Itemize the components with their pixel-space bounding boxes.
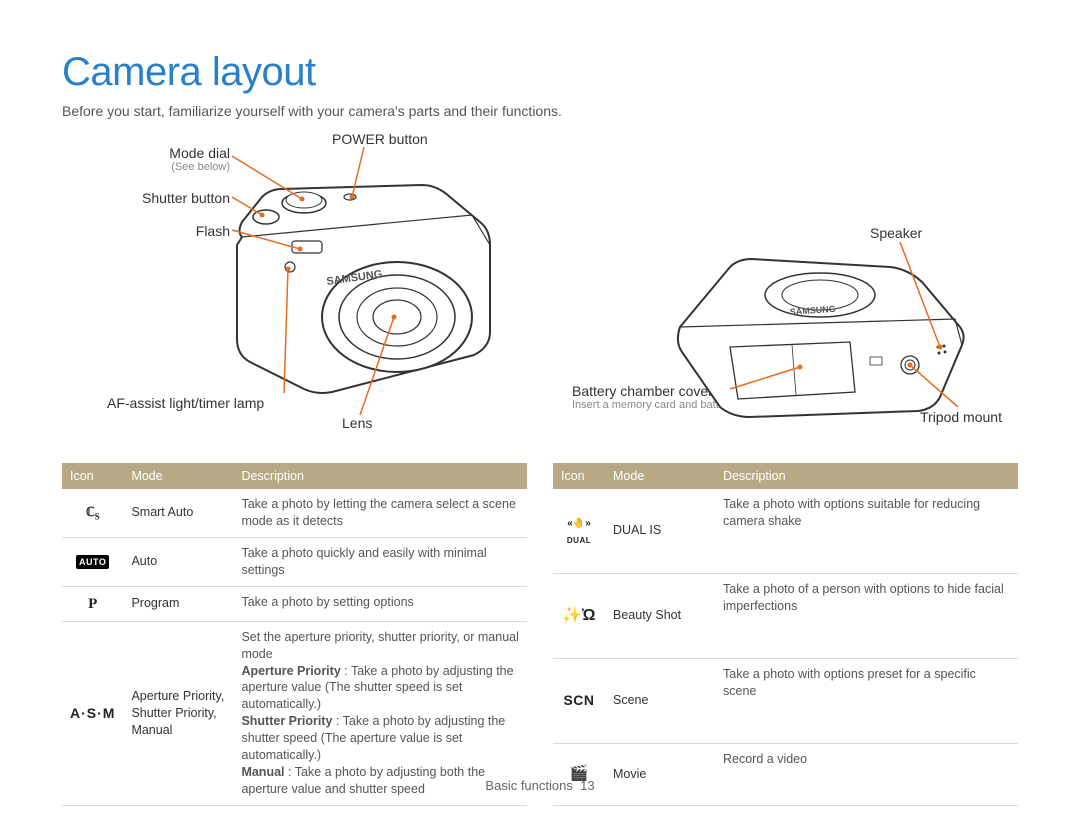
mode-description: Record a video — [715, 743, 1018, 805]
mode-name: Smart Auto — [123, 489, 233, 537]
mode-name: Program — [123, 586, 233, 621]
mode-name: Auto — [123, 537, 233, 586]
th-desc: Description — [233, 463, 527, 489]
mode-icon: ✨Ὠ — [553, 573, 605, 658]
label-af: AF-assist light/timer lamp — [107, 395, 264, 411]
th-icon: Icon — [62, 463, 123, 489]
table-row: «🤚»DUALDUAL ISTake a photo with options … — [553, 489, 1018, 573]
th-mode: Mode — [123, 463, 233, 489]
mode-icon: 🎬 — [553, 743, 605, 805]
mode-icon: AUTO — [62, 537, 123, 586]
table-row: PProgramTake a photo by setting options — [62, 586, 527, 621]
bottom-view-diagram: Speaker Battery chamber cover Insert a m… — [560, 137, 1018, 457]
mode-description: Take a photo with options suitable for r… — [715, 489, 1018, 573]
mode-icon: ℂS — [62, 489, 123, 537]
diagram-area: Mode dial (See below) POWER button Shutt… — [62, 137, 1018, 457]
th-mode: Mode — [605, 463, 715, 489]
mode-icon: SCN — [553, 658, 605, 743]
table-row: SCNSceneTake a photo with options preset… — [553, 658, 1018, 743]
mode-name: Scene — [605, 658, 715, 743]
table-row: ✨ὨBeauty ShotTake a photo of a person wi… — [553, 573, 1018, 658]
table-row: 🎬MovieRecord a video — [553, 743, 1018, 805]
front-view-diagram: Mode dial (See below) POWER button Shutt… — [62, 137, 520, 457]
mode-table-right: Icon Mode Description «🤚»DUALDUAL ISTake… — [553, 463, 1018, 806]
camera-front-illustration: SAMSUNG — [222, 167, 502, 397]
th-icon: Icon — [553, 463, 605, 489]
page-title: Camera layout — [62, 50, 1018, 95]
mode-description: Take a photo of a person with options to… — [715, 573, 1018, 658]
mode-description: Take a photo by letting the camera selec… — [233, 489, 527, 537]
table-row: ℂSSmart AutoTake a photo by letting the … — [62, 489, 527, 537]
mode-name: DUAL IS — [605, 489, 715, 573]
page-footer: Basic functions 13 — [0, 778, 1080, 793]
page-subtitle: Before you start, familiarize yourself w… — [62, 103, 1018, 119]
mode-description: Take a photo with options preset for a s… — [715, 658, 1018, 743]
camera-bottom-illustration: SAMSUNG — [670, 247, 970, 427]
mode-tables: Icon Mode Description ℂSSmart AutoTake a… — [62, 463, 1018, 806]
mode-description: Take a photo quickly and easily with min… — [233, 537, 527, 586]
table-row: AUTOAutoTake a photo quickly and easily … — [62, 537, 527, 586]
mode-table-left: Icon Mode Description ℂSSmart AutoTake a… — [62, 463, 527, 806]
label-speaker: Speaker — [870, 225, 922, 241]
mode-icon: «🤚»DUAL — [553, 489, 605, 573]
label-mode-dial-sub: (See below) — [160, 161, 230, 173]
label-lens: Lens — [342, 415, 372, 431]
mode-name: Beauty Shot — [605, 573, 715, 658]
th-desc: Description — [715, 463, 1018, 489]
label-power: POWER button — [332, 131, 428, 147]
label-shutter: Shutter button — [130, 190, 230, 206]
label-mode-dial: Mode dial — [169, 145, 230, 161]
mode-icon: P — [62, 586, 123, 621]
mode-description: Take a photo by setting options — [233, 586, 527, 621]
mode-name: Movie — [605, 743, 715, 805]
